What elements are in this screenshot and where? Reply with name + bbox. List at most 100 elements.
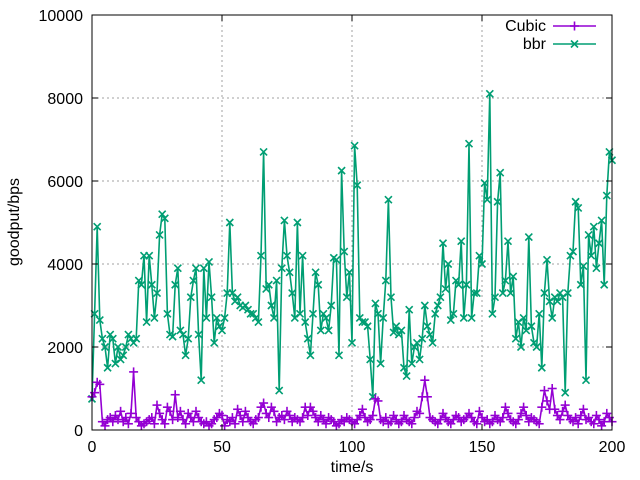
data-point-bbr xyxy=(251,313,260,323)
data-point-bbr xyxy=(345,268,354,277)
data-point-cubic xyxy=(513,415,523,425)
legend-entry-bbr: bbr xyxy=(523,36,596,53)
data-point-bbr xyxy=(423,322,432,331)
data-point-cubic xyxy=(519,402,529,412)
data-point-cubic xyxy=(474,406,484,416)
data-point-bbr xyxy=(98,334,107,343)
data-point-bbr xyxy=(204,257,214,266)
data-point-cubic xyxy=(303,410,313,420)
data-point-bbr xyxy=(194,330,203,339)
data-point-cubic xyxy=(357,404,367,414)
data-point-bbr xyxy=(581,376,591,385)
data-point-cubic xyxy=(355,410,365,420)
series-layer xyxy=(87,89,617,431)
data-point-bbr xyxy=(150,313,159,323)
data-point-cubic xyxy=(594,415,604,425)
data-point-bbr xyxy=(501,276,510,285)
data-point-bbr xyxy=(319,309,328,318)
data-point-bbr xyxy=(95,315,104,325)
data-point-bbr xyxy=(360,318,370,327)
data-point-bbr xyxy=(498,288,507,298)
data-point-bbr xyxy=(134,276,143,285)
data-point-bbr xyxy=(441,284,450,293)
data-point-cubic xyxy=(233,404,243,414)
data-point-bbr xyxy=(496,168,505,177)
data-point-bbr xyxy=(306,351,315,360)
legend-entry-cubic: Cubic xyxy=(505,18,596,35)
data-point-cubic xyxy=(571,413,581,423)
data-point-cubic xyxy=(534,419,544,429)
data-point-bbr xyxy=(311,268,320,277)
data-point-bbr xyxy=(220,313,229,323)
data-point-cubic xyxy=(542,396,552,406)
data-point-bbr xyxy=(540,288,549,298)
data-point-bbr xyxy=(384,195,393,204)
data-point-cubic xyxy=(386,417,396,427)
data-point-bbr xyxy=(561,388,570,397)
data-point-cubic xyxy=(160,419,170,429)
data-point-bbr xyxy=(397,326,406,335)
data-point-cubic xyxy=(560,400,570,410)
data-point-bbr xyxy=(485,89,494,98)
data-point-bbr xyxy=(197,376,206,385)
data-point-cubic xyxy=(422,392,432,402)
data-point-bbr xyxy=(462,280,471,289)
data-point-bbr xyxy=(207,293,216,302)
data-point-cubic xyxy=(165,406,175,416)
data-point-cubic xyxy=(313,417,323,427)
x-tick-label: 50 xyxy=(213,439,231,456)
y-tick-label: 0 xyxy=(74,423,83,440)
data-point-cubic xyxy=(407,419,417,429)
data-point-bbr xyxy=(389,328,398,337)
y-axis-title: goodput/bps xyxy=(6,178,23,266)
data-point-bbr xyxy=(509,272,518,281)
data-point-bbr xyxy=(454,280,463,289)
data-point-bbr xyxy=(334,351,344,360)
data-point-bbr xyxy=(407,359,416,368)
data-point-bbr xyxy=(324,326,333,335)
plot-frame xyxy=(91,14,613,431)
data-point-bbr xyxy=(147,280,156,289)
data-point-cubic xyxy=(539,386,549,396)
data-point-bbr xyxy=(249,309,258,318)
data-point-cubic xyxy=(550,404,560,414)
data-point-cubic xyxy=(95,379,105,389)
data-point-cubic xyxy=(191,406,201,416)
x-axis-title: time/s xyxy=(331,459,374,476)
legend-marker-bbr xyxy=(570,39,579,49)
data-point-bbr xyxy=(337,166,346,175)
data-point-bbr xyxy=(405,305,414,314)
data-point-bbr xyxy=(472,288,481,298)
data-point-bbr xyxy=(121,342,130,352)
x-tick-label: 150 xyxy=(469,439,496,456)
data-point-cubic xyxy=(147,413,157,423)
data-point-bbr xyxy=(436,293,445,302)
data-point-bbr xyxy=(106,330,115,339)
data-point-bbr xyxy=(488,309,497,318)
data-point-bbr xyxy=(444,259,453,269)
data-point-bbr xyxy=(483,195,492,204)
data-point-cubic xyxy=(298,413,308,423)
data-point-cubic xyxy=(121,413,131,423)
y-tick-label: 8000 xyxy=(47,91,83,108)
data-point-bbr xyxy=(202,313,211,323)
data-point-bbr xyxy=(308,309,318,318)
data-point-bbr xyxy=(446,315,455,325)
data-point-bbr xyxy=(386,293,396,302)
data-point-bbr xyxy=(142,318,151,327)
data-point-bbr xyxy=(592,264,601,273)
data-point-bbr xyxy=(314,280,323,289)
data-point-cubic xyxy=(113,415,123,425)
data-point-bbr xyxy=(171,280,180,289)
data-point-cubic xyxy=(500,402,510,412)
data-point-bbr xyxy=(301,318,310,327)
data-point-cubic xyxy=(578,404,588,414)
data-point-cubic xyxy=(126,408,136,418)
data-point-cubic xyxy=(573,419,583,429)
data-point-bbr xyxy=(103,363,112,372)
data-point-bbr xyxy=(129,338,138,347)
data-point-bbr xyxy=(431,309,440,318)
data-point-bbr xyxy=(415,355,424,364)
data-point-cubic xyxy=(116,406,126,416)
